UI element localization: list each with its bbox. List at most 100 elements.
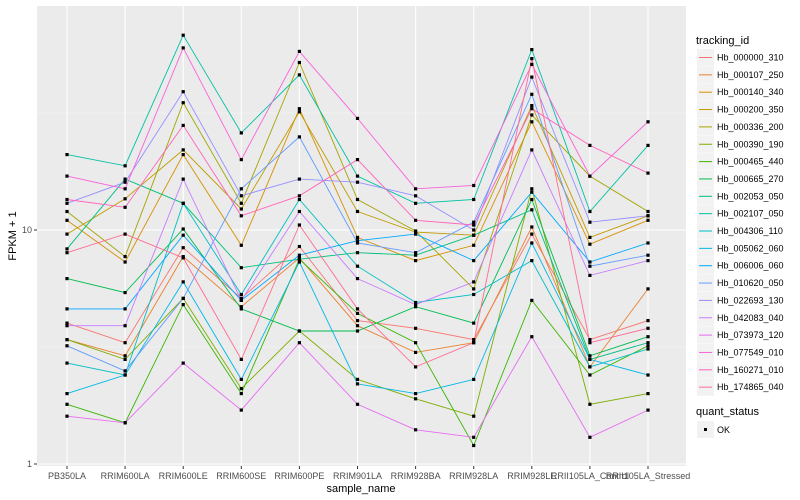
point-Hb_000665_270-1 bbox=[123, 291, 127, 295]
point-Hb_010620_050-2 bbox=[181, 296, 185, 300]
point-Hb_000390_190-10 bbox=[646, 392, 650, 396]
point-Hb_000336_200-4 bbox=[297, 60, 301, 65]
point-Hb_000665_270-9 bbox=[588, 354, 592, 358]
point-Hb_002107_050-6 bbox=[414, 201, 418, 205]
point-Hb_042083_040-5 bbox=[355, 277, 360, 281]
point-Hb_005062_060-0 bbox=[65, 392, 69, 396]
point-Hb_000140_340-7 bbox=[472, 243, 476, 247]
point-Hb_002107_050-5 bbox=[355, 174, 360, 178]
point-Hb_174865_040-0 bbox=[65, 251, 69, 255]
legend-label: Hb_006006_060 bbox=[717, 261, 784, 271]
point-Hb_174865_040-9 bbox=[588, 341, 592, 345]
point-Hb_000107_250-1 bbox=[123, 354, 127, 358]
point-Hb_005062_060-4 bbox=[297, 260, 301, 264]
point-Hb_002107_050-10 bbox=[646, 143, 650, 147]
point-Hb_077549_010-3 bbox=[239, 158, 243, 162]
point-Hb_000200_350-0 bbox=[65, 232, 69, 236]
point-Hb_000665_270-3 bbox=[239, 307, 243, 311]
point-Hb_000665_270-10 bbox=[646, 335, 650, 339]
point-Hb_022693_130-4 bbox=[297, 177, 301, 181]
point-Hb_077549_010-8 bbox=[530, 62, 534, 66]
point-Hb_010620_050-10 bbox=[646, 253, 650, 257]
point-Hb_000140_340-2 bbox=[181, 153, 185, 157]
point-Hb_000000_310-9 bbox=[588, 338, 592, 342]
y-axis-title: FPKM + 1 bbox=[7, 211, 19, 260]
legend-item-Hb_160271_010: Hb_160271_010 bbox=[697, 361, 784, 379]
point-Hb_004306_110-7 bbox=[472, 292, 476, 297]
y-axis: 1 10 bbox=[22, 225, 37, 469]
point-Hb_000390_190-8 bbox=[530, 187, 534, 191]
point-Hb_000336_200-2 bbox=[181, 101, 185, 105]
point-Hb_000390_190-9 bbox=[588, 402, 592, 406]
point-Hb_174865_040-7 bbox=[472, 341, 476, 345]
point-Hb_073973_120-1 bbox=[123, 421, 127, 425]
y-tick-label-0: 1 bbox=[27, 459, 32, 469]
legend-item-Hb_077549_010: Hb_077549_010 bbox=[697, 343, 784, 361]
point-Hb_004306_110-4 bbox=[297, 197, 301, 202]
point-Hb_000200_350-4 bbox=[297, 110, 301, 114]
point-Hb_174865_040-8 bbox=[530, 57, 534, 61]
point-Hb_000465_440-8 bbox=[530, 298, 534, 302]
point-Hb_005062_060-6 bbox=[414, 392, 418, 396]
legend-items: Hb_000000_310 Hb_000107_250 Hb_000140_340 H… bbox=[697, 49, 784, 396]
point-Hb_042083_040-10 bbox=[646, 259, 650, 263]
point-Hb_042083_040-0 bbox=[65, 324, 69, 328]
point-Hb_160271_010-3 bbox=[239, 214, 243, 218]
point-Hb_073973_120-0 bbox=[65, 414, 69, 418]
point-Hb_000140_340-1 bbox=[123, 260, 127, 264]
point-Hb_000140_340-0 bbox=[65, 218, 69, 222]
point-Hb_002107_050-8 bbox=[530, 48, 534, 52]
legend-quant-status: quant_status OK bbox=[696, 406, 759, 438]
point-Hb_000336_200-10 bbox=[646, 209, 650, 214]
point-Hb_160271_010-1 bbox=[123, 205, 127, 209]
plot-panel bbox=[37, 6, 686, 466]
x-tick-label-1: RRIM600LA bbox=[101, 471, 150, 481]
point-Hb_000665_270-8 bbox=[530, 197, 534, 202]
legend-label: Hb_000000_310 bbox=[717, 53, 784, 63]
legend-label: Hb_005062_060 bbox=[717, 243, 784, 253]
legend-label: Hb_022693_130 bbox=[717, 295, 784, 305]
point-Hb_000336_200-5 bbox=[355, 197, 360, 202]
point-Hb_000200_350-3 bbox=[239, 207, 243, 211]
point-Hb_073973_120-5 bbox=[355, 402, 360, 406]
point-Hb_000390_190-1 bbox=[123, 357, 127, 361]
point-Hb_002107_050-4 bbox=[297, 73, 301, 77]
point-Hb_077549_010-0 bbox=[65, 174, 69, 178]
point-Hb_077549_010-7 bbox=[472, 183, 476, 188]
point-Hb_174865_040-4 bbox=[297, 223, 301, 227]
point-Hb_000000_310-2 bbox=[181, 246, 185, 250]
point-Hb_004306_110-0 bbox=[65, 361, 69, 365]
legend-label: Hb_077549_010 bbox=[717, 347, 784, 357]
point-Hb_042083_040-8 bbox=[530, 148, 534, 152]
legend-label: Hb_000140_340 bbox=[717, 87, 784, 97]
point-Hb_000107_250-5 bbox=[355, 324, 360, 328]
point-Hb_077549_010-10 bbox=[646, 120, 650, 124]
point-Hb_000390_190-7 bbox=[472, 414, 476, 418]
point-Hb_022693_130-7 bbox=[472, 228, 476, 232]
legend-item-Hb_022693_130: Hb_022693_130 bbox=[697, 291, 784, 309]
point-Hb_174865_040-1 bbox=[123, 232, 127, 236]
point-Hb_000390_190-5 bbox=[355, 377, 360, 381]
point-Hb_000140_340-5 bbox=[355, 235, 360, 239]
legend-label: Hb_004306_110 bbox=[717, 226, 783, 236]
point-Hb_174865_040-2 bbox=[181, 256, 185, 260]
point-Hb_002107_050-2 bbox=[181, 33, 185, 37]
point-Hb_000000_310-8 bbox=[530, 232, 534, 236]
point-Hb_006006_060-4 bbox=[297, 253, 301, 257]
legend-item-Hb_174865_040: Hb_174865_040 bbox=[697, 378, 784, 396]
point-Hb_022693_130-3 bbox=[239, 194, 243, 198]
point-Hb_000390_190-6 bbox=[414, 397, 418, 401]
point-Hb_005062_060-1 bbox=[123, 373, 127, 377]
point-Hb_002053_050-10 bbox=[646, 341, 650, 345]
point-Hb_042083_040-9 bbox=[588, 273, 592, 277]
point-Hb_000140_340-9 bbox=[588, 242, 592, 246]
point-Hb_000000_310-10 bbox=[646, 319, 650, 323]
point-Hb_174865_040-10 bbox=[646, 326, 650, 330]
point-Hb_077549_010-2 bbox=[181, 46, 185, 50]
point-Hb_042083_040-4 bbox=[297, 209, 301, 214]
point-Hb_022693_130-2 bbox=[181, 90, 185, 94]
point-Hb_000665_270-7 bbox=[472, 321, 476, 325]
point-Hb_073973_120-2 bbox=[181, 361, 185, 365]
x-axis-title: sample_name bbox=[326, 483, 395, 495]
